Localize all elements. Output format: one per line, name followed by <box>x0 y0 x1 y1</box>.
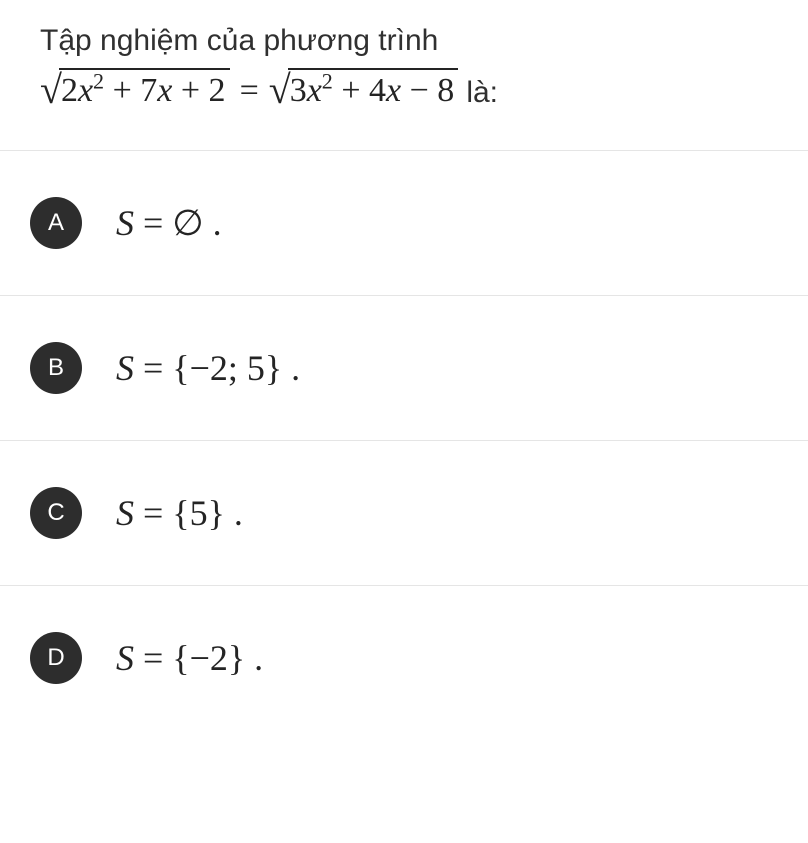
option-text: S = ∅ . <box>116 202 222 244</box>
option-badge-c[interactable]: C <box>30 487 82 539</box>
equals-sign: = <box>230 72 269 110</box>
question-block: Tập nghiệm của phương trình √ 2x2 + 7x +… <box>0 0 808 151</box>
quiz-container: Tập nghiệm của phương trình √ 2x2 + 7x +… <box>0 0 808 730</box>
option-row[interactable]: C S = {5} . <box>0 441 808 586</box>
question-tail-text: là: <box>458 76 498 110</box>
option-text: S = {5} . <box>116 492 243 534</box>
option-text: S = {−2} . <box>116 637 263 679</box>
option-text: S = {−2; 5} . <box>116 347 300 389</box>
sqrt-right: √ 3x2 + 4x − 8 <box>269 68 459 110</box>
option-row[interactable]: B S = {−2; 5} . <box>0 296 808 441</box>
option-row[interactable]: D S = {−2} . <box>0 586 808 730</box>
question-lead-text: Tập nghiệm của phương trình <box>40 24 780 58</box>
radical-icon: √ <box>269 70 291 112</box>
option-row[interactable]: A S = ∅ . <box>0 151 808 296</box>
sqrt-left: √ 2x2 + 7x + 2 <box>40 68 230 110</box>
option-badge-a[interactable]: A <box>30 197 82 249</box>
radical-icon: √ <box>40 70 62 112</box>
question-equation: √ 2x2 + 7x + 2 = √ 3x2 + 4x − 8 là: <box>40 68 780 110</box>
option-badge-b[interactable]: B <box>30 342 82 394</box>
option-badge-d[interactable]: D <box>30 632 82 684</box>
